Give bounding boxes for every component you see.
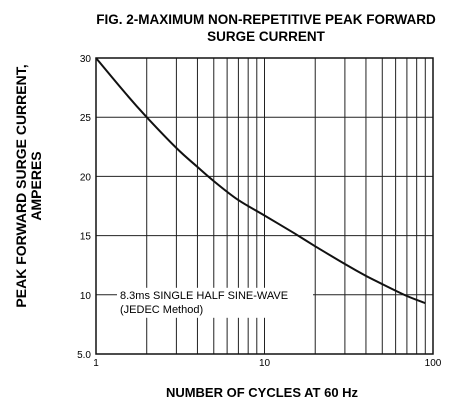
annotation-background <box>117 287 313 318</box>
chart-title-line2: SURGE CURRENT <box>207 29 326 44</box>
y-tick-label: 10 <box>80 291 92 302</box>
annotation-line2: (JEDEC Method) <box>120 304 203 316</box>
chart-grid <box>96 58 433 354</box>
y-tick-labels: 30 25 20 15 10 5.0 <box>77 54 91 361</box>
plot-frame <box>95 57 434 355</box>
surge-current-curve <box>95 57 426 305</box>
x-tick-label: 10 <box>259 358 271 369</box>
x-axis-label: NUMBER OF CYCLES AT 60 Hz <box>166 385 359 400</box>
y-tick-label: 5.0 <box>77 350 91 361</box>
y-tick-label: 15 <box>80 232 92 243</box>
x-tick-labels: 1 10 100 <box>93 358 442 369</box>
y-tick-label: 25 <box>80 113 92 124</box>
y-axis-label-line1: PEAK FORWARD SURGE CURRENT, <box>13 64 29 307</box>
y-axis-label-line2: AMPERES <box>28 151 44 220</box>
x-tick-label: 1 <box>93 358 99 369</box>
annotation-line1: 8.3ms SINGLE HALF SINE-WAVE <box>120 290 288 302</box>
chart-title-line1: FIG. 2-MAXIMUM NON-REPETITIVE PEAK FORWA… <box>96 12 436 27</box>
x-tick-label: 100 <box>425 358 442 369</box>
y-tick-label: 20 <box>80 172 92 183</box>
y-tick-label: 30 <box>80 54 92 65</box>
